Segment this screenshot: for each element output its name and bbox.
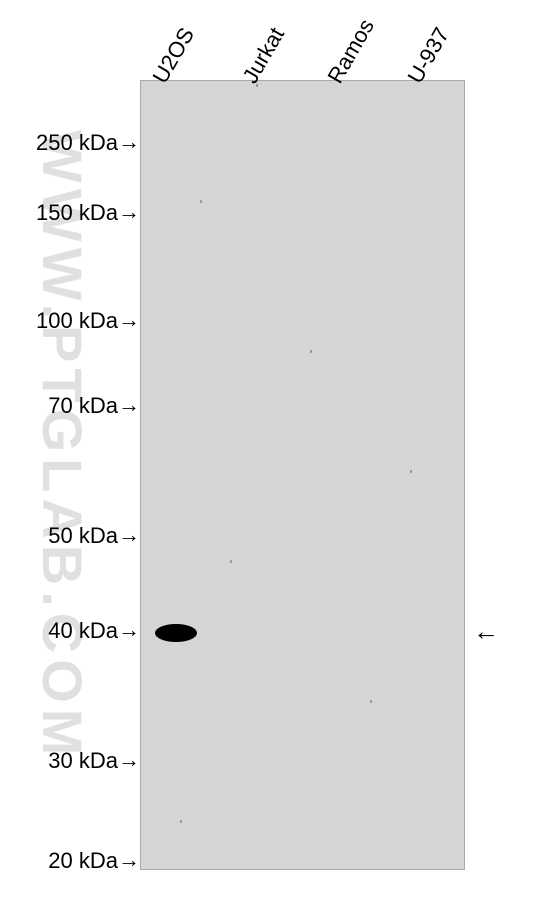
mw-label: 150 kDa bbox=[36, 200, 118, 226]
mw-arrow-icon: → bbox=[118, 522, 140, 548]
band-indicator-arrow: ← bbox=[473, 616, 499, 647]
noise-speck bbox=[200, 200, 202, 203]
mw-label: 20 kDa bbox=[48, 848, 118, 874]
noise-speck bbox=[410, 470, 412, 473]
lane-label: U2OS bbox=[147, 23, 199, 88]
mw-label: 250 kDa bbox=[36, 130, 118, 156]
mw-arrow-icon: → bbox=[118, 617, 140, 643]
noise-speck bbox=[370, 700, 372, 703]
lane-label: Ramos bbox=[322, 15, 379, 88]
protein-band bbox=[155, 624, 197, 642]
noise-speck bbox=[310, 350, 312, 353]
noise-speck bbox=[256, 84, 258, 87]
mw-arrow-icon: → bbox=[118, 129, 140, 155]
mw-label: 40 kDa bbox=[48, 618, 118, 644]
arrow-left-icon: ← bbox=[473, 616, 499, 646]
lane-label: Jurkat bbox=[237, 23, 289, 88]
mw-arrow-icon: → bbox=[118, 392, 140, 418]
noise-speck bbox=[180, 820, 182, 823]
mw-arrow-icon: → bbox=[118, 747, 140, 773]
mw-label: 100 kDa bbox=[36, 308, 118, 334]
mw-arrow-icon: → bbox=[118, 199, 140, 225]
mw-arrow-icon: → bbox=[118, 307, 140, 333]
mw-arrow-icon: → bbox=[118, 847, 140, 873]
western-blot-figure: WWW.PTGLAB.COM 250 kDa→150 kDa→100 kDa→7… bbox=[0, 0, 550, 903]
noise-speck bbox=[230, 560, 232, 563]
mw-label: 30 kDa bbox=[48, 748, 118, 774]
mw-label: 70 kDa bbox=[48, 393, 118, 419]
lane-label: U-937 bbox=[402, 23, 454, 88]
blot-membrane bbox=[140, 80, 465, 870]
mw-label: 50 kDa bbox=[48, 523, 118, 549]
